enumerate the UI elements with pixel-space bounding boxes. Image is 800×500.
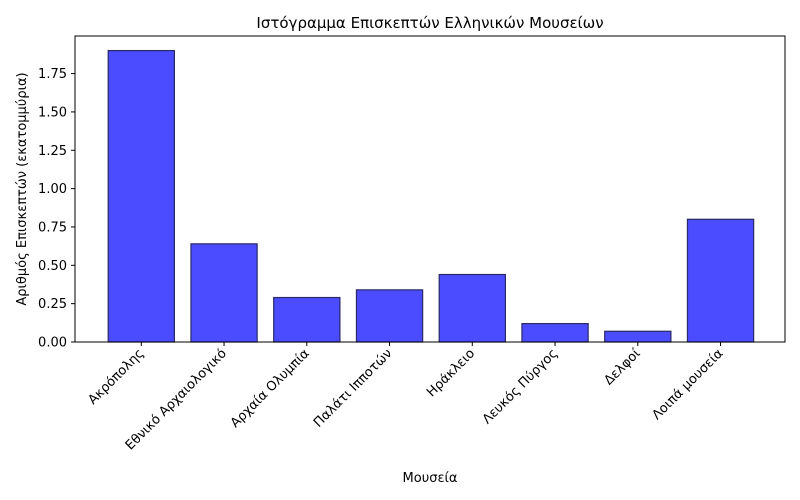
- bar-3: [355, 289, 424, 343]
- plot-frame: [74, 35, 786, 343]
- bar-5: [521, 322, 589, 343]
- x-tick-label-2: Αρχαία Ολυμπία: [228, 346, 313, 431]
- y-tick-label-7: 1.75: [38, 67, 67, 82]
- bar-6: [604, 330, 672, 343]
- y-tick-label-4: 1.00: [38, 182, 67, 197]
- y-axis: 0.00 0.25 0.50 0.75 1.00 1.25 1.50 1.75: [38, 67, 75, 351]
- y-tick-label-6: 1.50: [38, 105, 67, 120]
- x-tick-label-5: Λευκός Πύργος: [480, 346, 561, 427]
- y-tick-label-1: 0.25: [38, 297, 67, 312]
- x-axis-label: Μουσεία: [403, 471, 458, 486]
- x-tick-label-7: Λοιπά μουσεία: [649, 346, 726, 423]
- y-axis-label: Αριθμός Επισκεπτών (εκατομμύρια): [15, 72, 30, 305]
- y-tick-label-3: 0.75: [38, 220, 67, 235]
- bar-7: [686, 218, 755, 343]
- y-tick-label-0: 0.00: [38, 336, 67, 351]
- bar-0: [107, 49, 175, 343]
- bar-4: [438, 273, 507, 343]
- x-tick-label-4: Ηράκλειο: [424, 346, 478, 400]
- y-tick-label-2: 0.50: [38, 259, 67, 274]
- x-tick-label-0: Ακρόπολης: [86, 346, 148, 408]
- x-tick-label-3: Παλάτι Ιπποτών: [311, 346, 395, 430]
- bars-group: [107, 49, 755, 343]
- x-tick-label-6: Δελφοί: [602, 346, 645, 389]
- y-tick-label-5: 1.25: [38, 144, 67, 159]
- bar-2: [273, 296, 341, 343]
- chart-title: Ιστόγραμμα Επισκεπτών Ελληνικών Μουσείων: [256, 14, 603, 32]
- bar-1: [190, 243, 258, 343]
